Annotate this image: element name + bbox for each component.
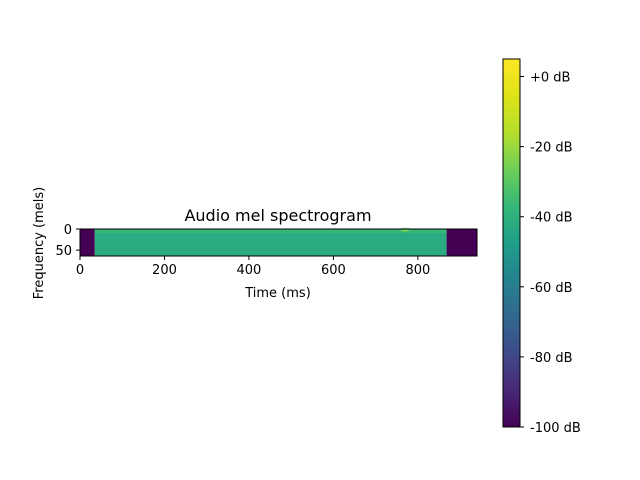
x-tick-label: 0: [76, 263, 84, 278]
x-tick-label: 200: [152, 263, 177, 278]
plot-frame: [79, 228, 478, 257]
spectrogram-low-freq-band: [94, 229, 447, 233]
spectrogram-energy-highlight: [397, 227, 414, 234]
colorbar-tick-label: +0 dB: [530, 71, 570, 86]
colorbar-tick-label: -100 dB: [530, 421, 581, 436]
y-tick-label: 0: [64, 223, 72, 238]
y-axis-label: Frequency (mels): [32, 187, 47, 299]
chart-title: Audio mel spectrogram: [184, 206, 371, 225]
colorbar: +0 dB -20 dB -40 dB -60 dB -80 dB -100 dB: [502, 58, 581, 436]
spectrogram-region-trailing-silence: [446, 229, 477, 256]
spectrogram-axes: Audio mel spectrogram 0 200 400 600 800 050 …: [32, 187, 478, 301]
colorbar-tick-label: -80 dB: [530, 351, 573, 366]
x-axis-label: Time (ms): [244, 286, 311, 301]
colorbar-tick-label: -60 dB: [530, 281, 573, 296]
colorbar-tick-label: -40 dB: [530, 211, 573, 226]
colorbar-ticks: +0 dB -20 dB -40 dB -60 dB -80 dB -100 dB: [520, 71, 581, 436]
x-tick-label: 400: [237, 263, 262, 278]
y-axis-ticks: 050: [55, 223, 80, 259]
spectrogram-region-speech: [94, 229, 447, 256]
spectrogram-image: [80, 227, 477, 256]
colorbar-tick-label: -20 dB: [530, 141, 573, 156]
y-tick-label: 50: [55, 244, 72, 259]
colorbar-frame: [502, 58, 521, 428]
spectrogram-region-leading-silence: [80, 229, 95, 256]
x-tick-label: 800: [405, 263, 430, 278]
x-axis-ticks: 0 200 400 600 800: [76, 256, 430, 278]
x-tick-label: 600: [321, 263, 346, 278]
colorbar-gradient: [503, 59, 520, 427]
